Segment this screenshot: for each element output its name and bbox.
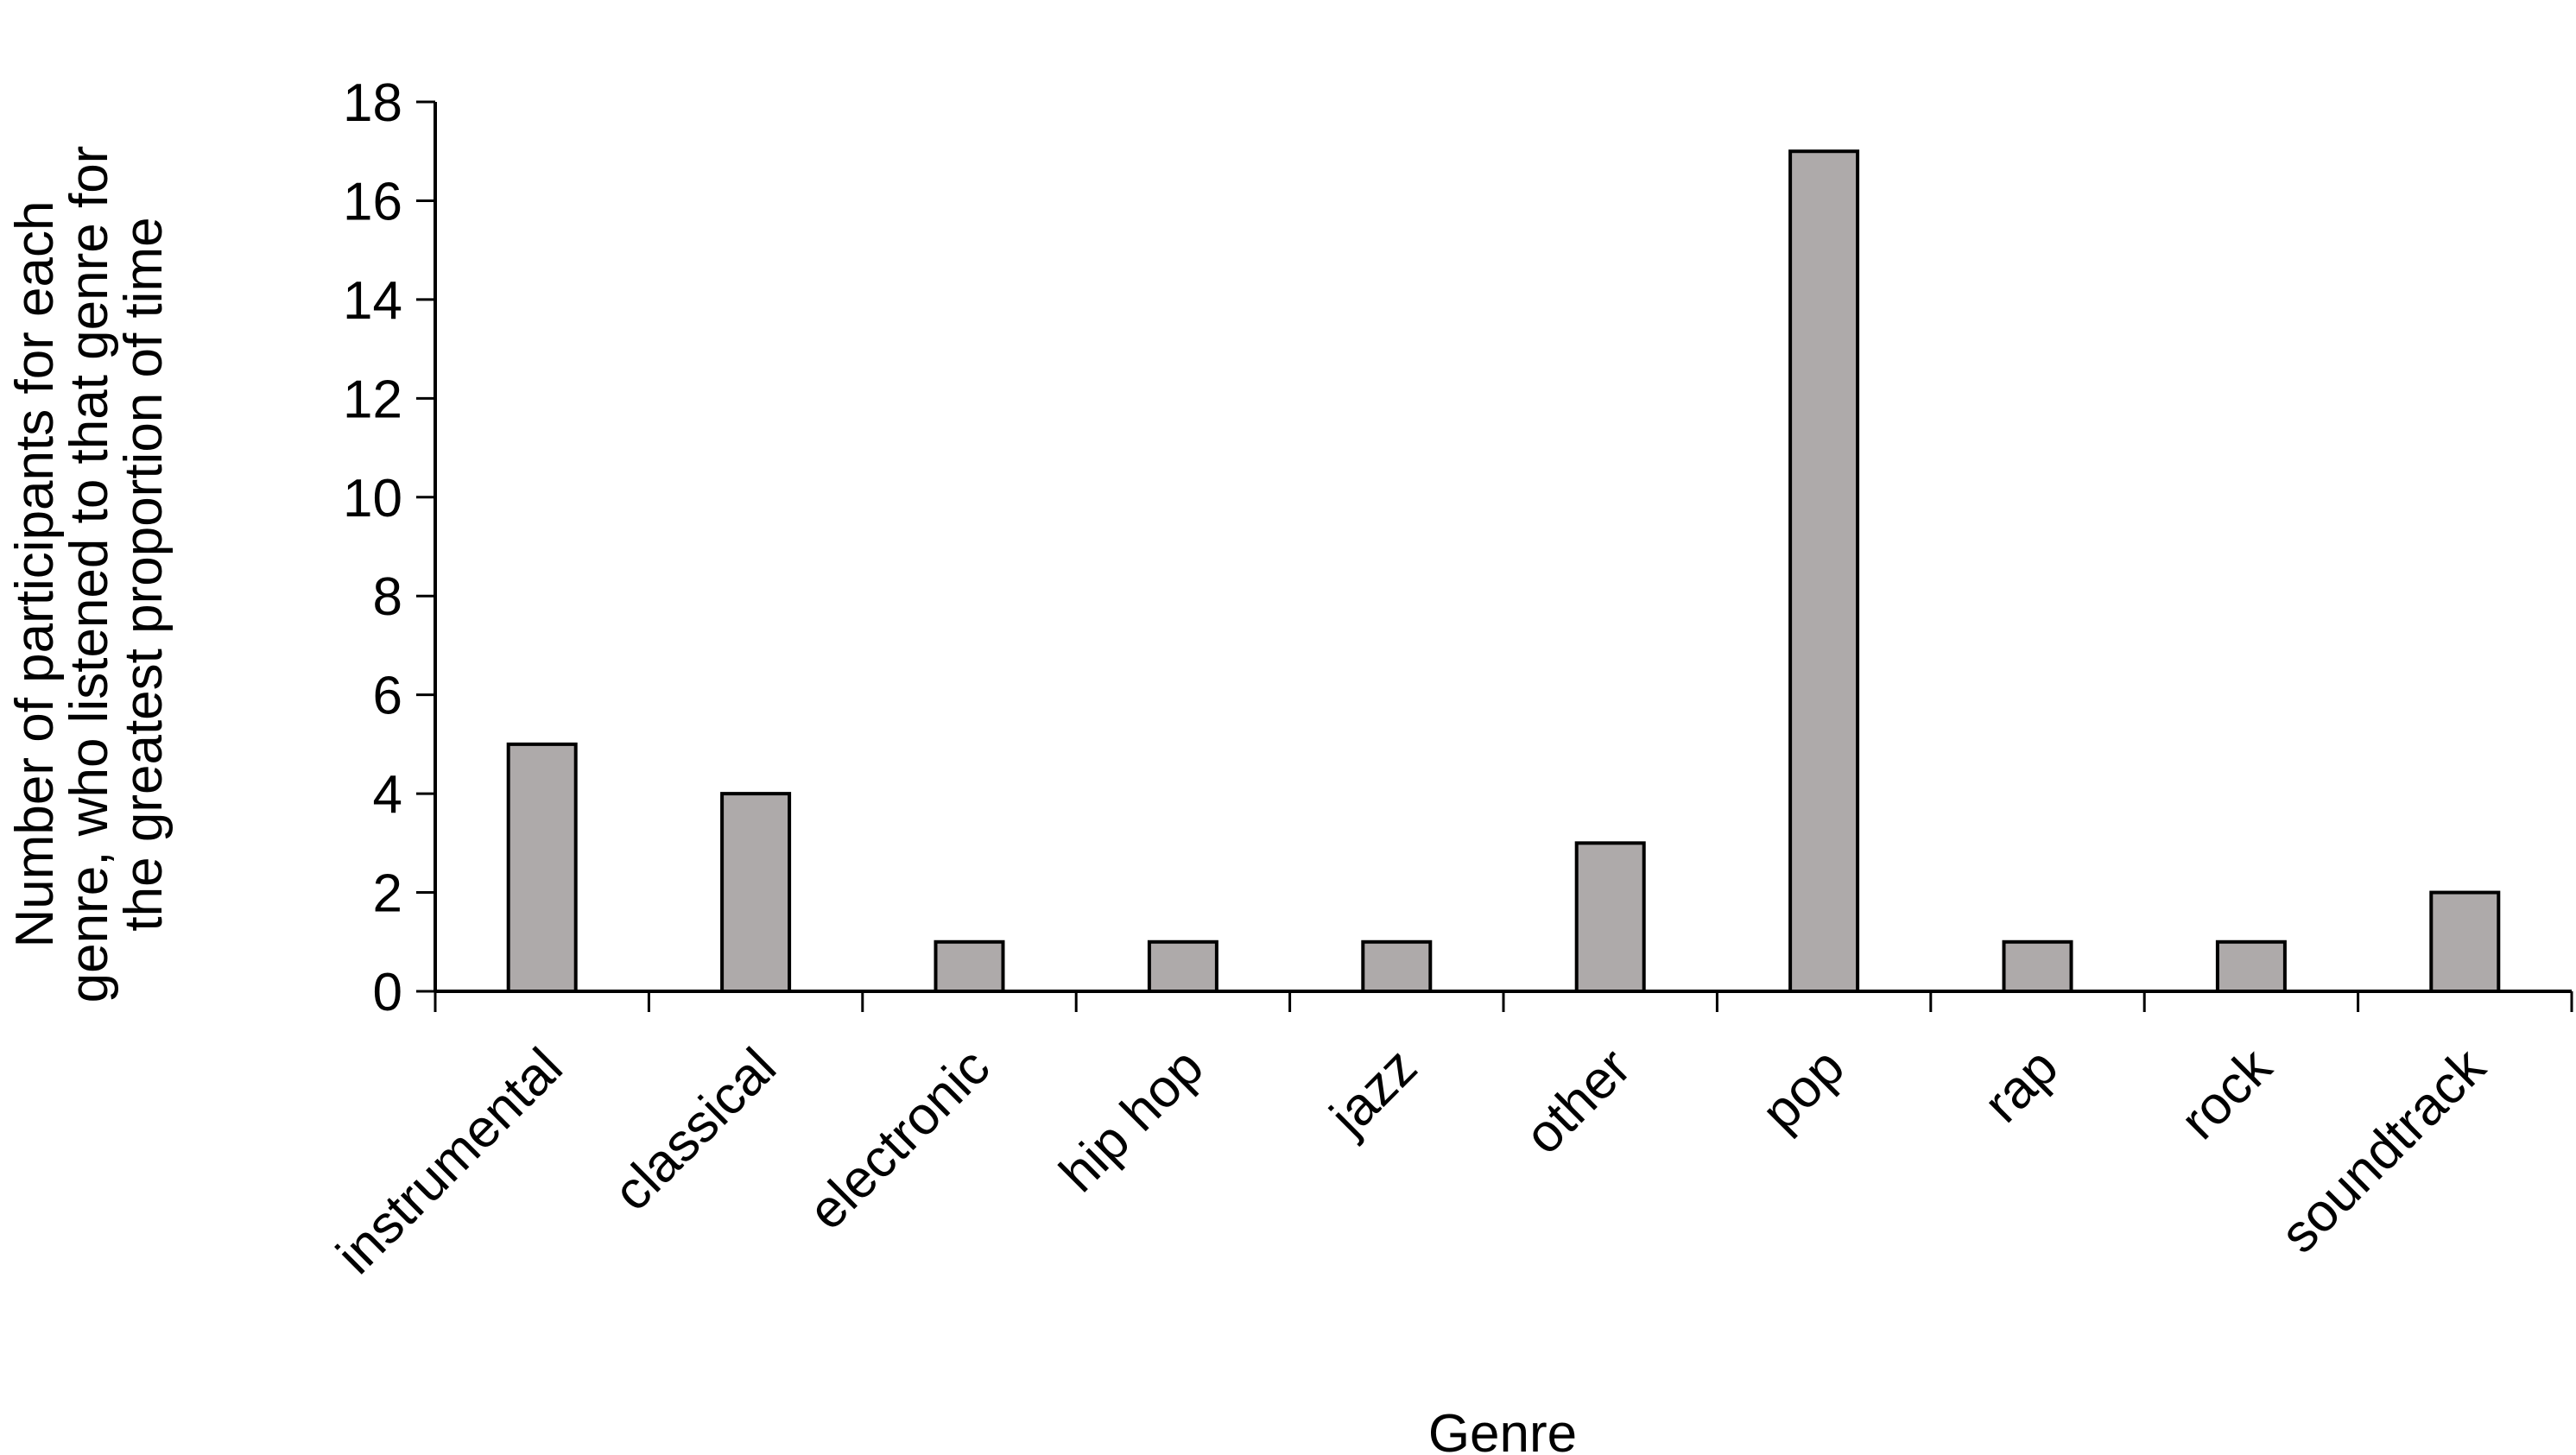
y-axis-title: Number of participants for each genre, w… [5,146,174,1003]
x-tick-label: rap [1972,1037,2069,1134]
bar [1574,841,1646,993]
y-tick-label: 14 [343,271,402,331]
y-tick-label: 2 [373,864,402,924]
x-tick-label: classical [603,1037,788,1222]
y-tick-label: 18 [343,73,402,133]
y-axis-title-line-2: genre, who listened to that genre for [60,146,119,1003]
x-tick-label: rock [2169,1036,2283,1150]
bar [1361,939,1433,994]
bar [506,742,578,994]
y-tick-label: 8 [373,567,402,627]
y-axis-ticks: 0 2 4 6 8 10 12 14 16 18 [343,73,435,1022]
x-tick-label: jazz [1318,1037,1428,1148]
bar [2002,939,2073,994]
x-tick-label: electronic [797,1037,1001,1241]
x-tick-label: hip hop [1048,1037,1215,1204]
x-axis-ticks: instrumental classical electronic hip hop ja… [326,991,2573,1286]
bar [1147,939,1218,994]
x-tick-label: instrumental [326,1037,574,1286]
bars [506,149,2501,994]
y-tick-label: 10 [343,469,402,528]
bar [720,792,792,993]
y-axis-title-line-3: the greatest proportion of time [114,217,174,931]
y-tick-label: 6 [373,667,402,726]
bar [2215,939,2287,994]
x-tick-label: pop [1750,1037,1856,1142]
x-tick-label: soundtrack [2269,1036,2497,1264]
y-tick-label: 0 [373,963,402,1022]
y-tick-label: 4 [373,765,402,825]
y-tick-label: 12 [343,370,402,429]
x-tick-label: other [1514,1037,1642,1166]
bar [1788,149,1860,993]
bar [934,939,1005,994]
bar [2429,890,2501,993]
y-tick-label: 16 [343,172,402,231]
x-axis-title: Genre [1428,1404,1577,1455]
y-axis-title-line-1: Number of participants for each [5,201,65,948]
